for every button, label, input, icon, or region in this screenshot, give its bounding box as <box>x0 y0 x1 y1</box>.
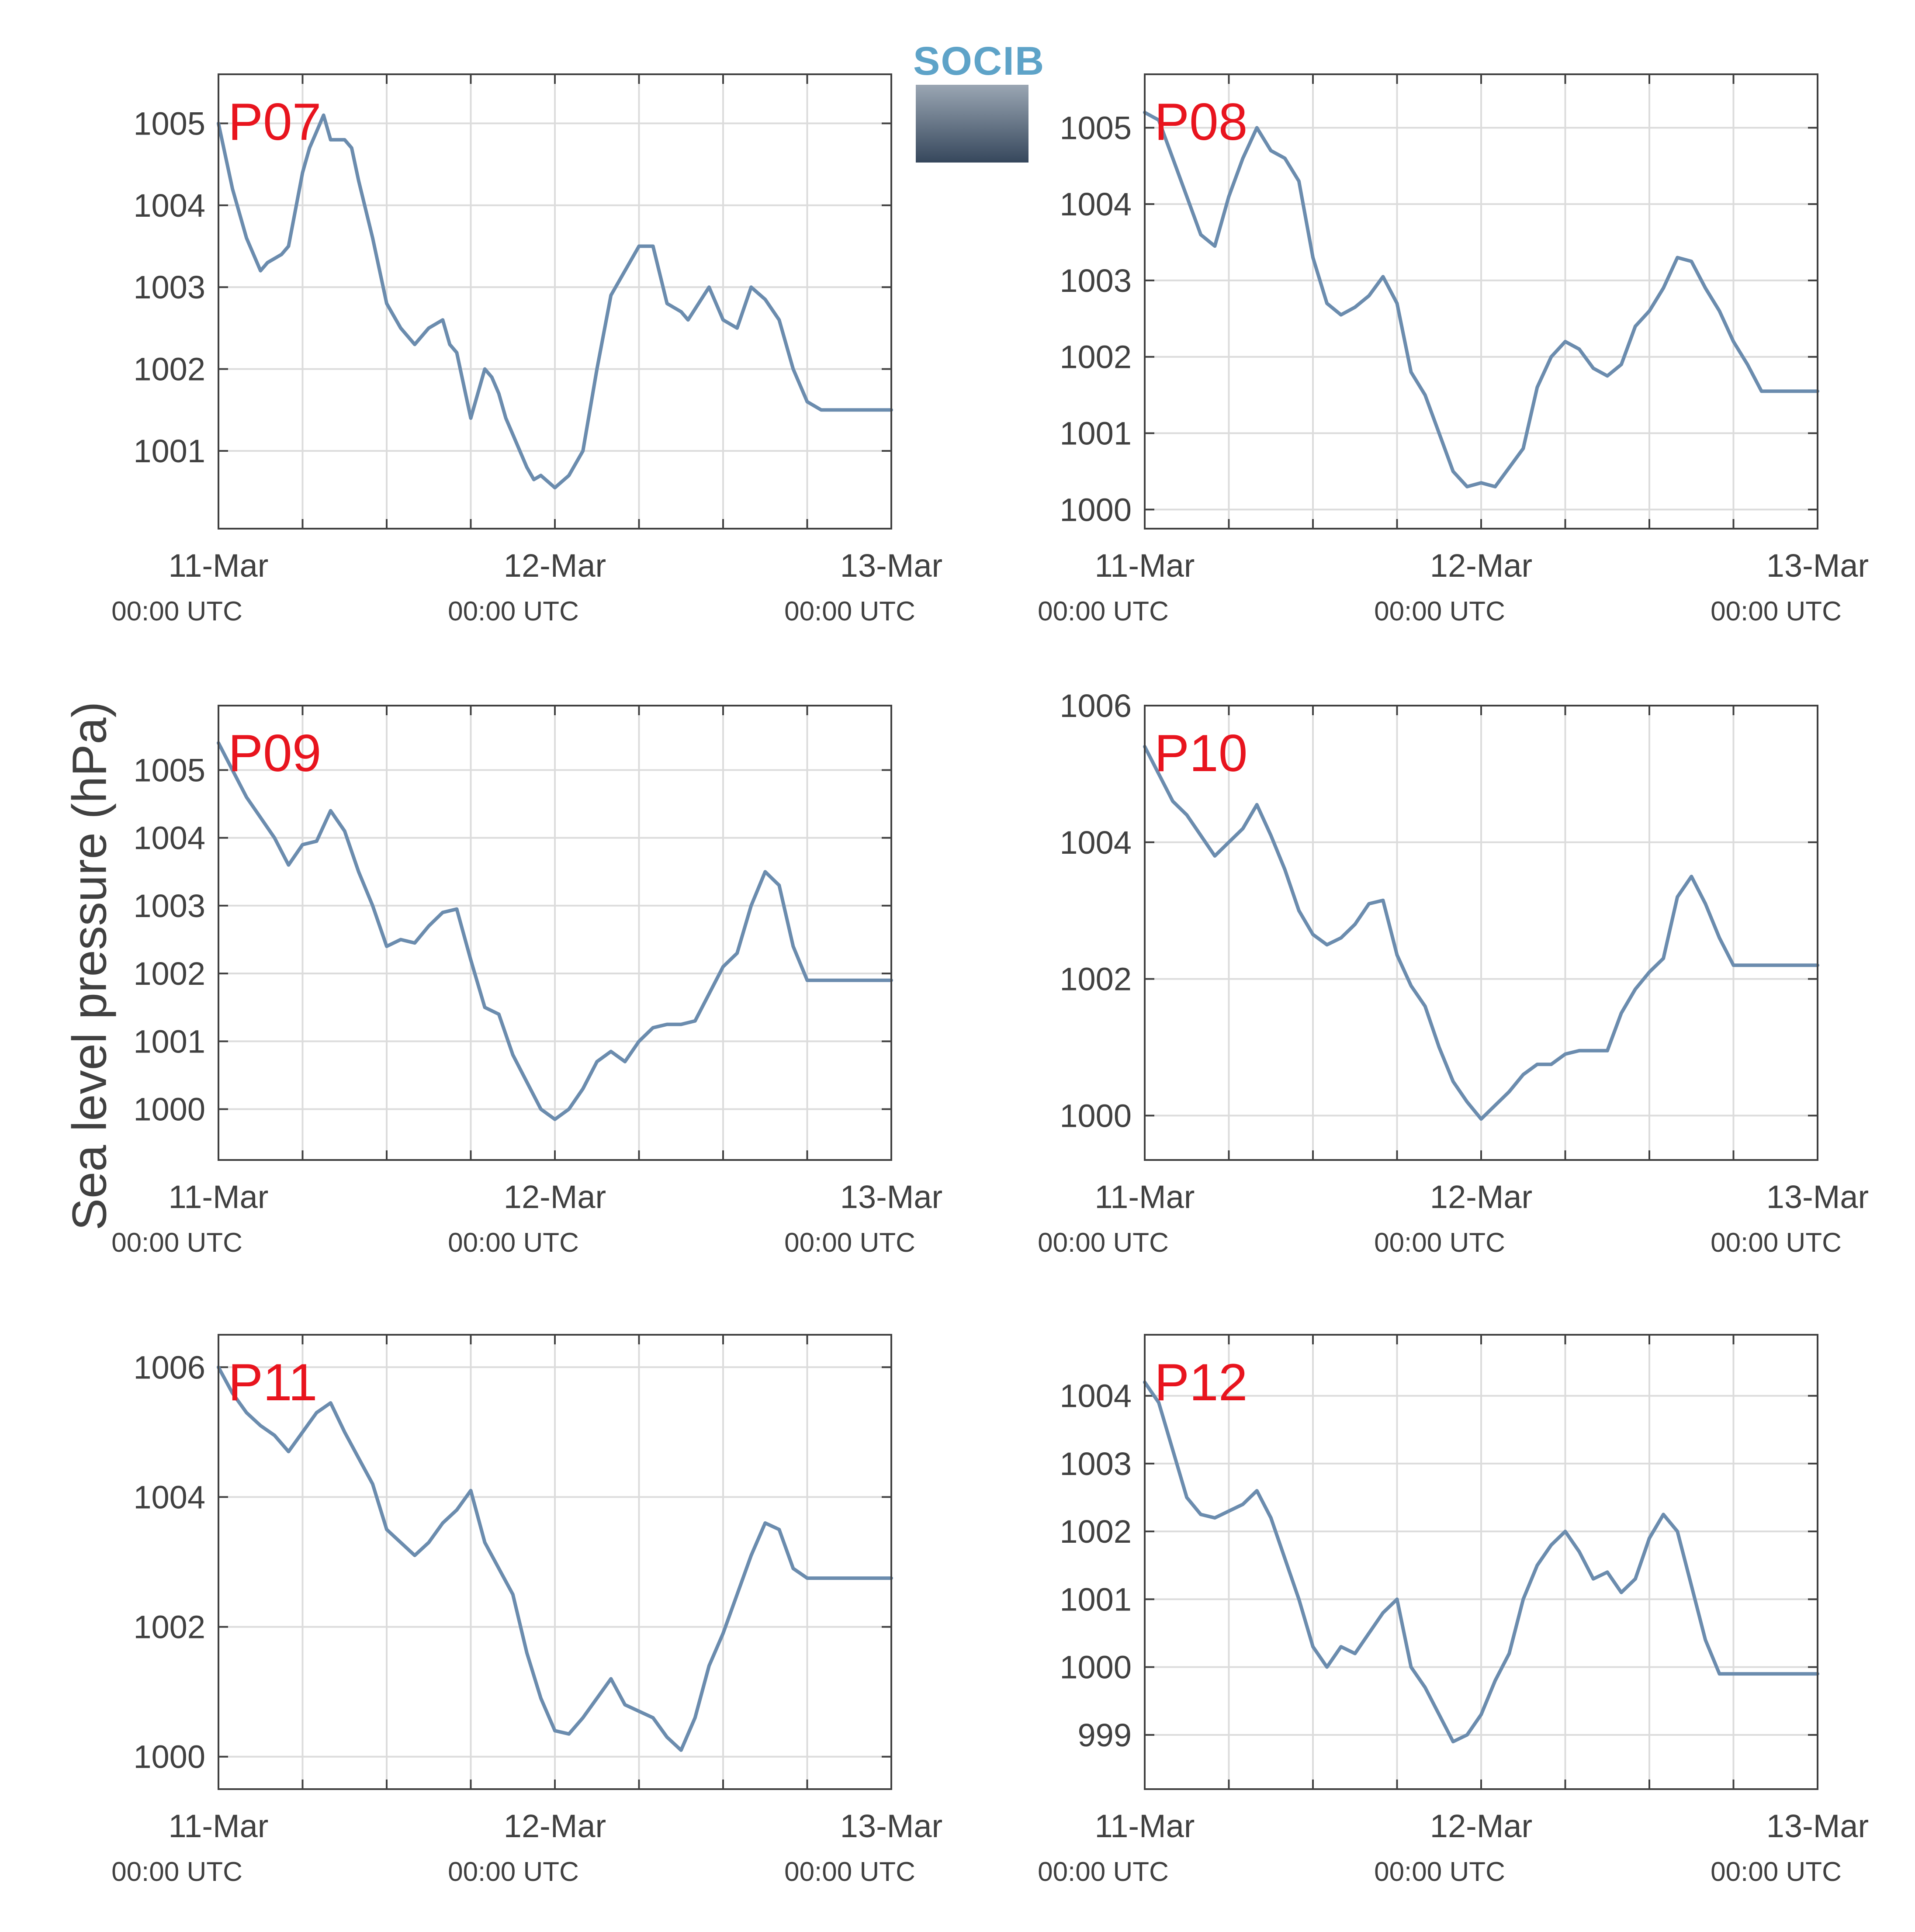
x-tick-label: 11-Mar <box>1095 1808 1195 1844</box>
y-axis-label-area: Sea level pressure (hPa) <box>24 0 117 1932</box>
x-tick-sublabel: 00:00 UTC <box>1038 1228 1169 1258</box>
panel-p08: 1000 1001 1002 1003 1004 1005 P08 11-Mar 00:00 U… <box>1038 73 1869 627</box>
x-tick-label: 12-Mar <box>1430 547 1532 584</box>
y-tick-label: 1001 <box>133 1023 205 1059</box>
y-tick-label: 1000 <box>1060 1098 1132 1134</box>
x-tick-label: 13-Mar <box>1766 1179 1869 1215</box>
x-tick-label: 13-Mar <box>840 547 942 584</box>
panel-label: P12 <box>1154 1353 1248 1412</box>
x-tick-label: 12-Mar <box>504 1808 606 1844</box>
y-tick-label: 1005 <box>1060 110 1132 146</box>
logo-graphic <box>916 85 1028 163</box>
x-tick-label: 11-Mar <box>169 1179 269 1215</box>
x-tick-sublabel: 00:00 UTC <box>1038 1857 1169 1887</box>
y-tick-label: 1002 <box>133 956 205 992</box>
x-tick-label: 13-Mar <box>1766 1808 1869 1844</box>
series-line <box>1143 1380 1819 1744</box>
x-tick-sublabel: 00:00 UTC <box>448 596 579 627</box>
x-tick-sublabel: 00:00 UTC <box>1711 1228 1842 1258</box>
x-tick-sublabel: 00:00 UTC <box>111 1857 242 1887</box>
axes-frame <box>1144 73 1818 530</box>
y-tick-label: 1004 <box>1060 1378 1132 1414</box>
x-tick-sublabel: 00:00 UTC <box>1711 1857 1842 1887</box>
y-tick-label: 1003 <box>133 269 205 305</box>
x-tick-label: 13-Mar <box>840 1808 942 1844</box>
y-tick-label: 1004 <box>133 1479 205 1515</box>
x-tick-label: 13-Mar <box>840 1179 942 1215</box>
y-tick-label: 1000 <box>133 1739 205 1775</box>
y-tick-label: 1000 <box>1060 492 1132 528</box>
series-line <box>217 741 893 1121</box>
x-tick-sublabel: 00:00 UTC <box>1374 1857 1505 1887</box>
x-tick-label: 12-Mar <box>504 1179 606 1215</box>
y-tick-label: 1000 <box>1060 1649 1132 1686</box>
x-tick-sublabel: 00:00 UTC <box>1711 596 1842 627</box>
x-tick-sublabel: 00:00 UTC <box>111 596 242 627</box>
panel-p12: 999 1000 1001 1002 1003 1004 P12 11-Mar 00:00 UT… <box>1038 1334 1869 1887</box>
series-line <box>217 113 893 490</box>
y-tick-label: 1002 <box>1060 961 1132 997</box>
y-tick-label: 1002 <box>133 1609 205 1645</box>
y-tick-label: 1005 <box>133 752 205 788</box>
axes-frame <box>1144 1334 1818 1790</box>
axes-frame <box>218 1334 892 1790</box>
x-tick-sublabel: 00:00 UTC <box>784 1228 915 1258</box>
x-tick-label: 11-Mar <box>169 547 269 584</box>
y-tick-label: 1002 <box>1060 1513 1132 1550</box>
x-tick-label: 12-Mar <box>1430 1808 1532 1844</box>
y-tick-label: 1000 <box>133 1091 205 1128</box>
x-tick-sublabel: 00:00 UTC <box>1038 596 1169 627</box>
y-tick-label: 1004 <box>133 187 205 224</box>
x-tick-label: 11-Mar <box>1095 547 1195 584</box>
x-tick-label: 11-Mar <box>1095 1179 1195 1215</box>
x-tick-sublabel: 00:00 UTC <box>784 596 915 627</box>
logo-text: SOCIB <box>913 39 1045 83</box>
panel-label: P07 <box>228 93 322 151</box>
y-tick-label: 1003 <box>133 888 205 924</box>
y-tick-label: 1004 <box>1060 824 1132 861</box>
series-line <box>217 1365 893 1752</box>
y-axis-label: Sea level pressure (hPa) <box>62 701 117 1231</box>
x-tick-label: 13-Mar <box>1766 547 1869 584</box>
x-tick-label: 12-Mar <box>504 547 606 584</box>
y-tick-label: 1001 <box>1060 1581 1132 1617</box>
y-tick-label: 1002 <box>1060 339 1132 375</box>
panel-p07: 1001 1002 1003 1004 1005 P07 11-Mar 00:00 UTC 12… <box>111 73 942 627</box>
x-tick-label: 12-Mar <box>1430 1179 1532 1215</box>
panel-p11: 1000 1002 1004 1006 P11 11-Mar 00:00 UTC 12-Mar… <box>111 1334 942 1887</box>
x-tick-sublabel: 00:00 UTC <box>448 1857 579 1887</box>
panel-label: P10 <box>1154 724 1248 782</box>
y-tick-label: 1002 <box>133 351 205 388</box>
axes-frame <box>218 705 892 1161</box>
panel-p10: 1000 1002 1004 1006 P10 11-Mar 00:00 UTC 12-Mar… <box>1038 688 1869 1258</box>
x-tick-sublabel: 00:00 UTC <box>448 1228 579 1258</box>
x-tick-sublabel: 00:00 UTC <box>111 1228 242 1258</box>
panel-label: P08 <box>1154 93 1248 151</box>
y-tick-label: 1001 <box>133 433 205 469</box>
x-tick-sublabel: 00:00 UTC <box>784 1857 915 1887</box>
socib-logo: SOCIB <box>913 39 1045 166</box>
y-tick-label: 1001 <box>1060 415 1132 452</box>
y-tick-label: 1006 <box>1060 688 1132 724</box>
panel-label: P11 <box>228 1353 318 1412</box>
y-tick-label: 1004 <box>1060 186 1132 222</box>
y-tick-label: 1005 <box>133 105 205 142</box>
y-tick-label: 1003 <box>1060 1446 1132 1482</box>
axes-frame <box>218 73 892 530</box>
y-tick-label: 1006 <box>133 1349 205 1385</box>
x-tick-label: 11-Mar <box>169 1808 269 1844</box>
panel-p09: 1000 1001 1002 1003 1004 1005 P09 11-Mar 00:00 U… <box>111 705 942 1258</box>
series-line <box>1143 111 1819 488</box>
series-line <box>1143 744 1819 1121</box>
x-tick-sublabel: 00:00 UTC <box>1374 1228 1505 1258</box>
y-tick-label: 1003 <box>1060 263 1132 299</box>
x-tick-sublabel: 00:00 UTC <box>1374 596 1505 627</box>
panel-label: P09 <box>228 724 322 782</box>
y-tick-label: 999 <box>1078 1717 1132 1753</box>
y-tick-label: 1004 <box>133 820 205 856</box>
axes-frame <box>1144 705 1818 1161</box>
